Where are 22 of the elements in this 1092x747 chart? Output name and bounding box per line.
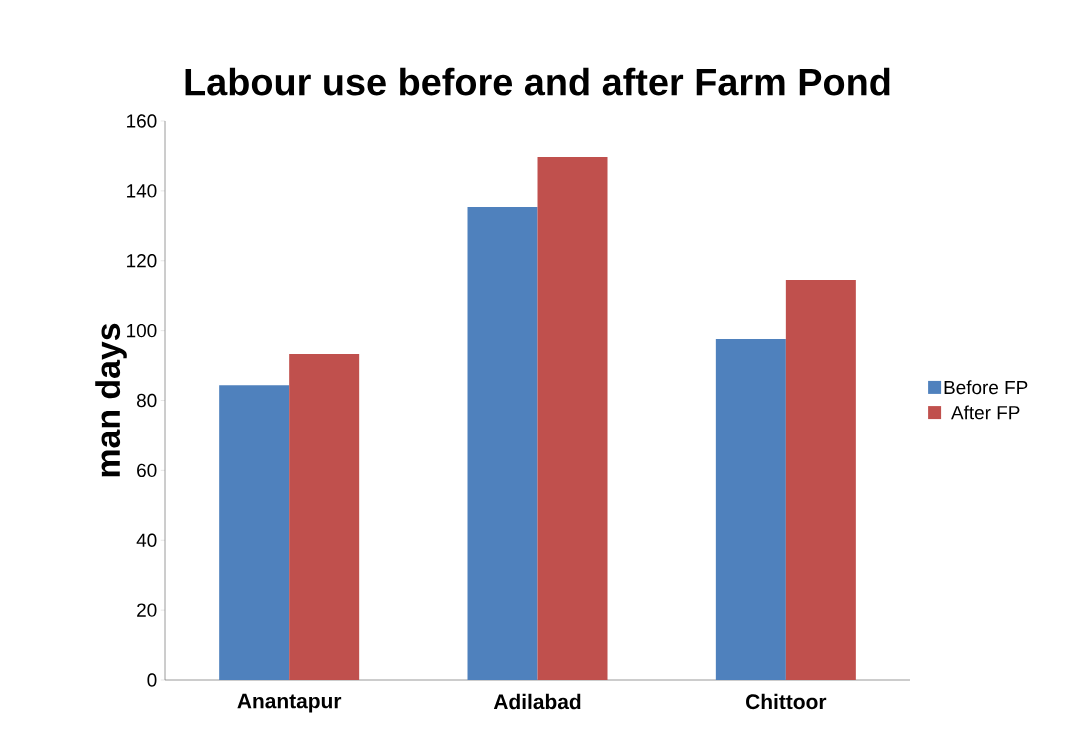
x-tick-label: Chittoor <box>746 693 827 710</box>
y-tick-label: 60 <box>137 463 157 478</box>
y-tick-label: 80 <box>137 393 157 408</box>
y-tick-label: 140 <box>127 184 157 198</box>
bar <box>715 339 786 680</box>
bar <box>289 354 360 680</box>
chart-title: Labour use before and after Farm Pond <box>185 67 890 96</box>
y-tick-label: 40 <box>136 533 157 547</box>
y-axis-title: man days <box>95 323 127 477</box>
bar <box>219 385 290 680</box>
x-tick-label: Adilabad <box>493 693 581 710</box>
y-tick-label: 120 <box>127 254 157 268</box>
y-tick-label: 160 <box>127 114 157 128</box>
bar <box>785 279 856 680</box>
legend-label: Before FP <box>944 380 1028 395</box>
bar <box>467 206 538 680</box>
bar <box>537 156 608 680</box>
y-tick-label: 100 <box>127 323 157 338</box>
legend-label: After FP <box>951 405 1020 420</box>
y-tick-label: 20 <box>137 603 157 617</box>
x-tick-label: Anantapur <box>237 693 342 713</box>
y-tick-label: 0 <box>147 673 157 687</box>
